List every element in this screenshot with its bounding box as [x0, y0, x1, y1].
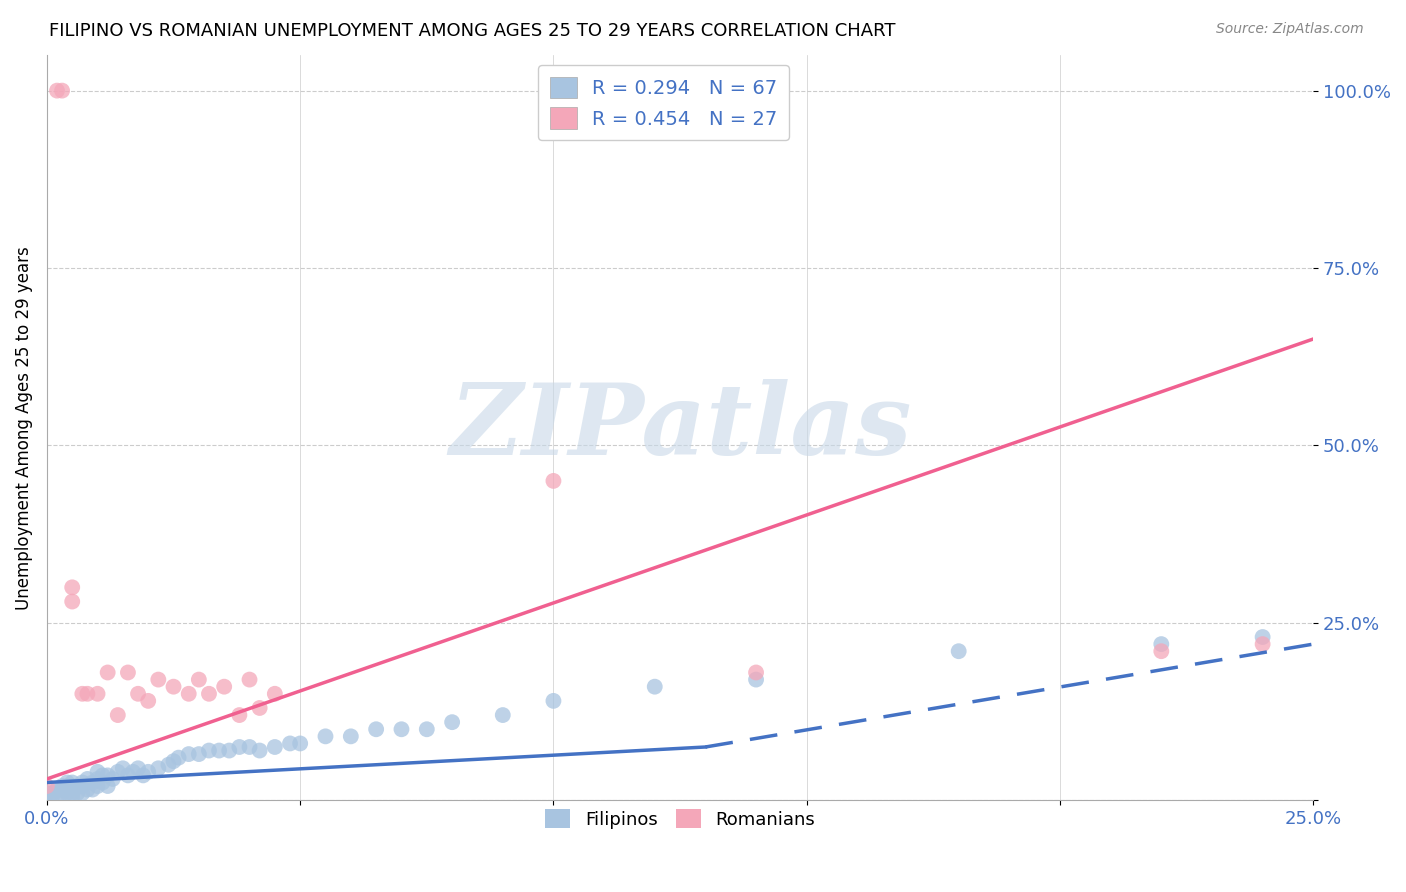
Point: [60, 786, 83, 800]
Point: [127, 761, 149, 775]
Point: [72, 786, 94, 800]
Point: [228, 708, 250, 723]
Point: [136, 694, 159, 708]
Point: [72, 775, 94, 789]
Point: [1251, 630, 1274, 644]
Point: [218, 743, 240, 757]
Point: [187, 747, 209, 761]
Point: [745, 665, 768, 680]
Point: [91, 768, 114, 782]
Point: [198, 743, 221, 757]
Text: ZIPatlas: ZIPatlas: [449, 379, 911, 476]
Point: [46, 84, 69, 98]
Point: [97, 779, 120, 793]
Point: [60, 580, 83, 594]
Point: [76, 782, 98, 797]
Point: [60, 779, 83, 793]
Point: [366, 723, 388, 737]
Point: [543, 474, 565, 488]
Point: [157, 757, 180, 772]
Point: [51, 779, 73, 793]
Point: [1150, 637, 1173, 651]
Point: [60, 775, 83, 789]
Point: [238, 673, 260, 687]
Point: [107, 708, 129, 723]
Point: [162, 680, 184, 694]
Point: [263, 687, 285, 701]
Point: [249, 743, 271, 757]
Point: [148, 673, 170, 687]
Point: [66, 779, 89, 793]
Point: [91, 775, 114, 789]
Point: [97, 768, 120, 782]
Point: [122, 764, 145, 779]
Point: [238, 739, 260, 754]
Text: FILIPINO VS ROMANIAN UNEMPLOYMENT AMONG AGES 25 TO 29 YEARS CORRELATION CHART: FILIPINO VS ROMANIAN UNEMPLOYMENT AMONG …: [49, 22, 896, 40]
Point: [177, 687, 200, 701]
Legend: Filipinos, Romanians: Filipinos, Romanians: [538, 802, 823, 836]
Point: [543, 694, 565, 708]
Point: [86, 772, 108, 786]
Point: [111, 761, 134, 775]
Point: [492, 708, 515, 723]
Point: [162, 754, 184, 768]
Point: [136, 764, 159, 779]
Point: [416, 723, 439, 737]
Point: [51, 786, 73, 800]
Point: [288, 736, 311, 750]
Point: [132, 768, 155, 782]
Point: [60, 594, 83, 608]
Point: [391, 723, 413, 737]
Point: [127, 687, 149, 701]
Text: Source: ZipAtlas.com: Source: ZipAtlas.com: [1216, 22, 1364, 37]
Point: [51, 782, 73, 797]
Point: [117, 768, 139, 782]
Point: [46, 789, 69, 804]
Point: [41, 789, 63, 804]
Point: [101, 772, 124, 786]
Point: [745, 673, 768, 687]
Point: [86, 687, 108, 701]
Point: [278, 736, 301, 750]
Point: [198, 687, 221, 701]
Y-axis label: Unemployment Among Ages 25 to 29 years: Unemployment Among Ages 25 to 29 years: [15, 246, 32, 609]
Point: [56, 779, 79, 793]
Point: [644, 680, 666, 694]
Point: [86, 764, 108, 779]
Point: [167, 750, 190, 764]
Point: [263, 739, 285, 754]
Point: [249, 701, 271, 715]
Point: [148, 761, 170, 775]
Point: [35, 779, 58, 793]
Point: [340, 730, 363, 744]
Point: [1150, 644, 1173, 658]
Point: [76, 772, 98, 786]
Point: [315, 730, 337, 744]
Point: [177, 747, 200, 761]
Point: [208, 743, 231, 757]
Point: [66, 786, 89, 800]
Point: [441, 715, 464, 730]
Point: [60, 789, 83, 804]
Point: [212, 680, 235, 694]
Point: [51, 84, 73, 98]
Point: [948, 644, 970, 658]
Point: [82, 775, 104, 789]
Point: [1251, 637, 1274, 651]
Point: [86, 779, 108, 793]
Point: [187, 673, 209, 687]
Point: [35, 786, 58, 800]
Point: [72, 779, 94, 793]
Point: [76, 687, 98, 701]
Point: [228, 739, 250, 754]
Point: [107, 764, 129, 779]
Point: [117, 665, 139, 680]
Point: [72, 687, 94, 701]
Point: [97, 665, 120, 680]
Point: [82, 782, 104, 797]
Point: [46, 782, 69, 797]
Point: [56, 775, 79, 789]
Point: [41, 786, 63, 800]
Point: [56, 786, 79, 800]
